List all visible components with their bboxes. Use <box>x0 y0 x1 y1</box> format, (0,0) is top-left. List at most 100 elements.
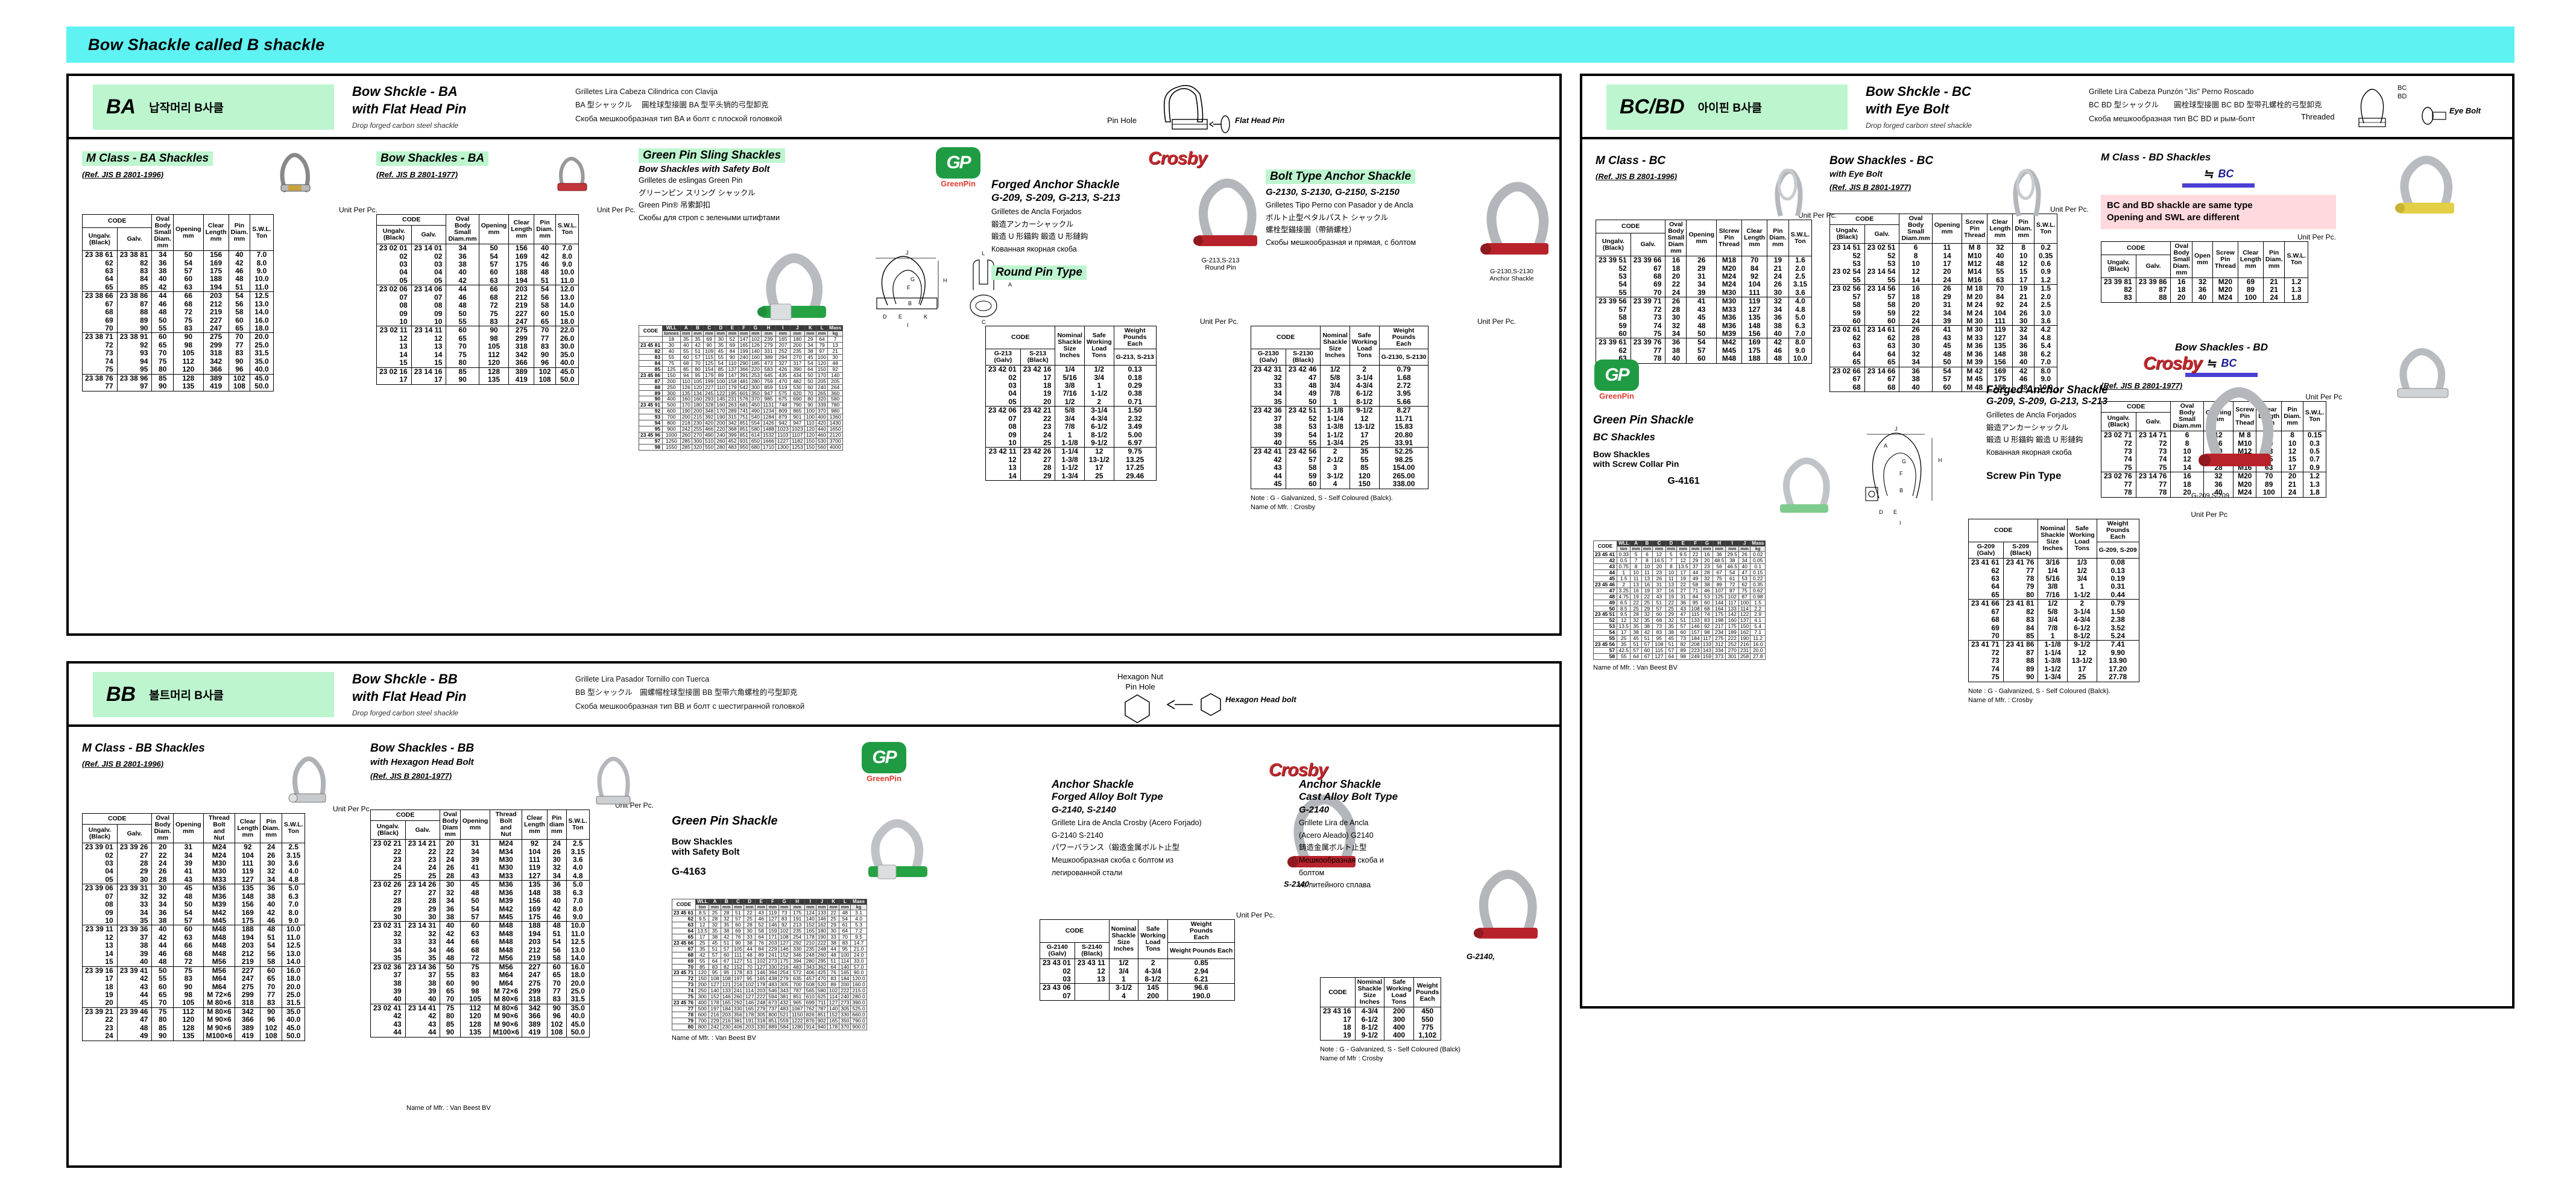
bc-label-bc: BC <box>2398 84 2407 92</box>
cell: 285 <box>680 437 692 445</box>
cell: 50 <box>151 966 174 975</box>
cell: 48 <box>1931 350 1963 359</box>
cell: 65 <box>151 990 174 1000</box>
cell: 57 <box>1285 455 1321 464</box>
cell: 162 <box>815 922 829 929</box>
cell: 68 <box>680 360 692 367</box>
cell: 58 <box>228 308 251 317</box>
cell: 23 39 51 <box>1596 256 1631 265</box>
cell: 8.0 <box>281 908 306 917</box>
cell: 120 <box>804 426 816 433</box>
cell: 23 <box>82 1024 118 1033</box>
table-row: 05 05 42 63 194 51 11.0 <box>376 276 579 285</box>
cell: 40.0 <box>281 1015 306 1024</box>
cell: 75 <box>478 309 510 318</box>
table-row: 04 04 40 60 188 48 10.0 <box>376 268 579 277</box>
cell: 35 <box>695 945 710 952</box>
cell: 1-3/8 <box>1320 422 1350 431</box>
cell: 27.8 <box>1750 653 1766 660</box>
cell: 30 <box>1665 313 1687 322</box>
cell: M64 <box>203 983 236 991</box>
table-row: 60 60 24 39 M 30 111 30 3.6 <box>1829 317 2058 326</box>
th-g: G <box>778 898 791 905</box>
svg-text:I: I <box>1899 520 1901 526</box>
cell: 57 <box>1665 647 1678 654</box>
cell: M24 <box>203 843 236 852</box>
th-weight-sub: G-209, S-209 <box>2096 542 2139 559</box>
table-row: 12 37 42 63 M48 194 51 11.0 <box>82 933 306 942</box>
cell: 38 <box>1700 581 1713 588</box>
cell: 80 <box>671 1023 696 1030</box>
table-row: 47 3.25 16 19 37 16 27 71 46 107 87 75 0.62 <box>1593 587 1766 594</box>
cell: 483 <box>726 443 739 451</box>
cell: 51 <box>1630 641 1642 648</box>
cell: 1-1/4 <box>1055 447 1085 456</box>
cell: 02 <box>411 252 447 261</box>
cell: 46 <box>534 260 556 269</box>
cell: 220 <box>715 426 727 433</box>
cell: 366 <box>203 366 229 375</box>
cell: 700 <box>695 1017 710 1024</box>
cell: 550 <box>1413 1015 1442 1024</box>
cell: 135 <box>680 390 692 397</box>
cell: 27.78 <box>2096 673 2139 682</box>
cell: 45 <box>804 354 816 361</box>
cell: 9.90 <box>2096 648 2139 657</box>
cell: 435 <box>775 372 791 379</box>
a2140c-jp: 鋳造金属ボルト止型 <box>1299 843 1367 852</box>
cell: 366 <box>737 366 750 373</box>
table-row: 23 48 85 128 M 90×6 389 102 45.0 <box>82 1024 306 1033</box>
cell: 53 <box>1700 593 1713 600</box>
cell: 24 <box>546 839 567 848</box>
cell: 3-1/4 <box>1349 373 1380 382</box>
cell: 34 <box>446 244 479 253</box>
cell: 189 <box>1725 629 1740 636</box>
cell: 23 45 71 <box>671 969 696 977</box>
cell: 23 39 31 <box>116 884 153 893</box>
cell: 190.0 <box>1167 992 1236 1001</box>
cell: 279 <box>755 1006 768 1012</box>
cell: 1710 <box>761 443 776 451</box>
cell: 252 <box>775 348 791 355</box>
cell: 33 <box>1251 381 1286 390</box>
cell: 400 <box>1384 1023 1414 1032</box>
cell: 13.5 <box>1617 623 1631 630</box>
table-row: 69 55 64 67 127 51 102 273 175 394 280 295 51 114 33.0 <box>671 957 867 965</box>
cell: 50 <box>1931 358 1963 367</box>
cell: 135 <box>521 880 548 889</box>
cell: 78 <box>2003 574 2039 583</box>
cell: 178 <box>731 969 744 977</box>
th-code-1: Galv. <box>1630 233 1666 257</box>
table-row: 53 53 10 17 M12 48 12 0.6 <box>1829 259 2058 268</box>
cell: 14.0 <box>566 954 590 963</box>
cell: 137 <box>726 366 739 373</box>
cell: 12 <box>985 455 1021 464</box>
cell: 17 <box>2281 463 2303 472</box>
cell: 13-1/2 <box>1349 422 1380 431</box>
table-row: 03 28 24 39 M30 111 30 3.6 <box>82 859 306 868</box>
cell: 16.5 <box>1652 557 1666 565</box>
cell: 370 <box>839 1023 851 1030</box>
cell: 90 <box>459 979 491 987</box>
cell: 48 <box>1767 355 1789 364</box>
cell: 102 <box>778 928 791 934</box>
cell: 575 <box>775 390 791 397</box>
cell: 23 39 86 <box>2135 277 2171 287</box>
section-fa209-table: Unit Per Pc CODE Nominal Shackle Size Inches… <box>1968 510 2227 705</box>
cell: 13.5 <box>1676 563 1690 571</box>
cell: 02 <box>376 252 412 261</box>
cell: 32 <box>1665 322 1687 331</box>
cell: 63 <box>478 276 510 285</box>
cell: 21 <box>2262 277 2285 287</box>
table-row: 10 35 38 57 M45 175 46 9.0 <box>82 916 306 925</box>
cell: 85 <box>440 1020 461 1029</box>
cell: 23 14 36 <box>405 962 441 972</box>
cell: 50.0 <box>281 1031 306 1041</box>
cell: M42 <box>203 908 236 917</box>
cell: 08 <box>376 301 412 310</box>
cell: 36 <box>2192 285 2213 294</box>
cell: 90 <box>731 939 744 946</box>
cell: 23 42 01 <box>985 365 1021 374</box>
cell: 342 <box>726 420 739 427</box>
table-row: 82 40 55 51 109 45 84 199 140 331 252 235 38 97 21 <box>638 348 844 355</box>
